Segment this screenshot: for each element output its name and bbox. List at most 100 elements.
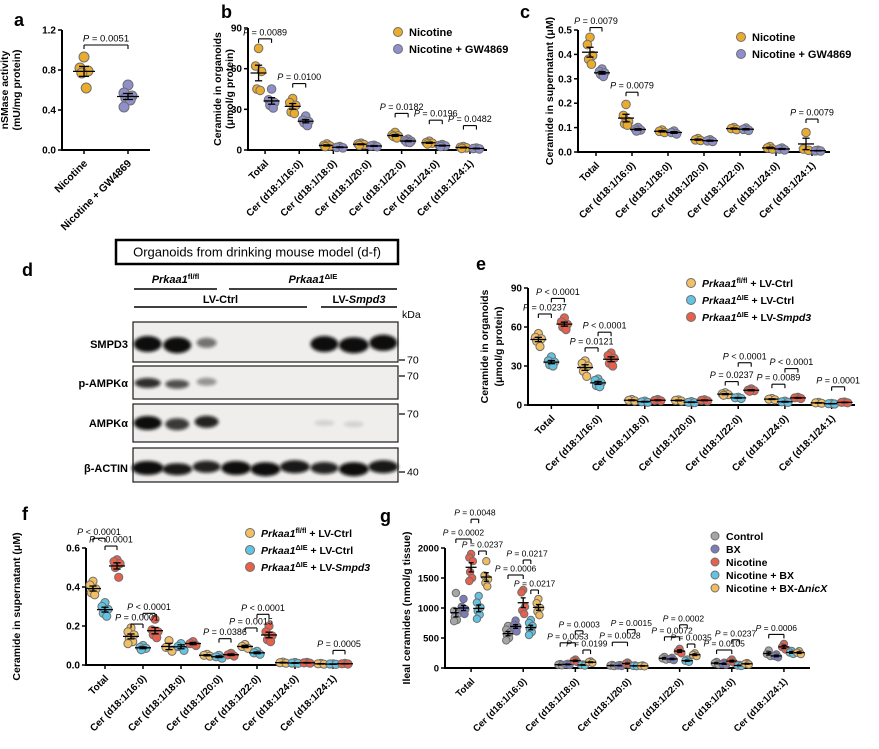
significance-bracket: P < 0.0001	[536, 287, 580, 303]
significance-bracket: P < 0.0001	[583, 321, 626, 337]
data-point	[266, 637, 276, 647]
protein-band	[162, 463, 193, 476]
significance-bracket: P = 0.0002	[443, 528, 484, 543]
genotype-label: Prkaa1ΔIE	[289, 272, 338, 286]
p-value-label: P < 0.0001	[127, 602, 171, 612]
legend-label: Nicotine + BX-ΔnicX	[726, 583, 828, 595]
x-category-label: Total	[533, 413, 557, 437]
mean-sem-bar	[465, 562, 477, 573]
protein-band	[163, 337, 192, 354]
blot-title: Organoids from drinking mouse model (d-f…	[133, 245, 381, 260]
mean-sem-bar	[299, 661, 315, 664]
series-points	[556, 313, 853, 408]
data-point	[468, 557, 478, 566]
y-tick-label: 0.5	[558, 26, 572, 37]
protein-band	[196, 377, 217, 386]
mean-sem-bar	[741, 662, 753, 665]
data-point	[520, 609, 529, 619]
blot-title-box	[114, 238, 400, 266]
mean-sem-bar	[421, 141, 438, 144]
mean-sem-bar	[789, 396, 806, 399]
mean-sem-bar	[674, 649, 686, 654]
legend-label: Prkaa1ΔIE + LV-Smpd3	[261, 560, 370, 574]
legend-item: Nicotine + BX-ΔnicX	[710, 583, 828, 595]
data-point	[80, 82, 92, 94]
significance-bracket: P = 0.0006	[495, 564, 537, 579]
legend-item: Control	[710, 531, 763, 543]
significance-bracket: P = 0.0053	[547, 631, 589, 647]
data-point	[801, 127, 811, 138]
y-tick-label: 0.2	[66, 622, 80, 633]
mean-sem-bar	[400, 139, 417, 143]
y-tick-label: 0.4	[42, 106, 56, 117]
legend-item: Nicotine	[710, 557, 768, 569]
legend-label: Prkaa1ΔIE + LV-Ctrl	[702, 293, 794, 307]
legend-marker-icon	[686, 278, 696, 288]
protein-band	[368, 460, 399, 474]
mean-sem-bar	[517, 597, 529, 609]
legend-marker-icon	[736, 32, 746, 42]
mean-sem-bar	[353, 143, 369, 146]
p-value-label: P = 0.0100	[277, 72, 321, 82]
panel-f-chart: f 0.0 0.2 0.4 0.6 Ceramide in supernatant (μM…	[11, 504, 370, 734]
mean-sem-bar	[569, 659, 581, 663]
p-value-label: P = 0.0003	[558, 619, 600, 629]
mean-sem-bar	[594, 70, 610, 75]
significance-bracket: P = 0.0482	[448, 114, 492, 130]
mean-sem-bar	[480, 572, 492, 583]
legend-marker-icon	[245, 528, 255, 538]
data-point	[266, 84, 277, 94]
mean-sem-bar	[502, 630, 514, 637]
legend-label: Nicotine + BX	[726, 570, 794, 582]
significance-bracket: P = 0.0237	[523, 303, 567, 318]
significance-bracket: P = 0.0001	[816, 375, 860, 391]
legend-item: Prkaa1fl/fl + LV-Ctrl	[245, 526, 352, 540]
mean-sem-bar	[649, 399, 666, 402]
mean-sem-bar	[457, 604, 469, 612]
protein-band	[369, 334, 398, 351]
y-tick-label: 1500	[418, 574, 439, 585]
legend-item: Nicotine + BX	[710, 570, 794, 582]
legend-marker-icon	[245, 562, 255, 572]
mean-sem-bar	[250, 64, 267, 82]
legend-marker-icon	[393, 27, 403, 37]
mean-sem-bar	[730, 396, 747, 399]
axes: 0.0 0.4 0.8 1.2	[42, 26, 150, 157]
legend: Prkaa1fl/fl + LV-Ctrl Prkaa1ΔIE + LV-Ctrl…	[245, 526, 370, 574]
panel-d-western-blot: d Organoids from drinking mouse model (d-…	[22, 238, 421, 483]
series-points	[263, 84, 485, 154]
series-points	[530, 328, 827, 408]
panel-letter-f: f	[22, 504, 29, 524]
kda-mark: 70	[407, 371, 419, 383]
data-point	[253, 43, 264, 54]
y-tick-label: 500	[423, 634, 439, 645]
significance-bracket: P = 0.0237	[715, 628, 757, 644]
legend-label: Nicotine + GW4869	[752, 49, 851, 61]
mean-sem-bar	[681, 659, 693, 662]
mean-sem-bar	[331, 146, 348, 149]
y-tick-label: 0.4	[558, 50, 572, 61]
x-category-label: Cer (d18:1/16:0)	[471, 676, 529, 734]
data-point	[118, 101, 130, 113]
x-category-label: Total	[578, 160, 602, 184]
significance-bracket: P = 0.0035	[670, 633, 712, 648]
series-points	[250, 43, 472, 154]
data-point	[621, 99, 631, 110]
treatment-label: LV-Ctrl	[203, 294, 238, 306]
panel-letter-a: a	[14, 10, 25, 30]
p-value-label: P < 0.0001	[241, 603, 285, 613]
data-point	[250, 61, 261, 71]
y-axis-title: (μmol/g protein)	[493, 307, 505, 387]
legend: Nicotine Nicotine + GW4869	[393, 27, 508, 56]
panel-letter-g: g	[380, 506, 391, 526]
mean-sem-bar	[543, 359, 560, 365]
protein-band	[250, 462, 281, 477]
y-axis-title: Ceramide in organoids	[212, 32, 224, 146]
protein-band	[310, 462, 339, 474]
significance-bracket: P = 0.0089	[243, 27, 287, 43]
data-point	[460, 609, 469, 619]
p-value-label: P = 0.0237	[710, 370, 754, 380]
significance-bracket: P = 0.0089	[757, 373, 800, 389]
legend-item: Nicotine	[736, 32, 795, 44]
y-axis-title: Ceramide in supernatant (μM)	[544, 17, 556, 165]
